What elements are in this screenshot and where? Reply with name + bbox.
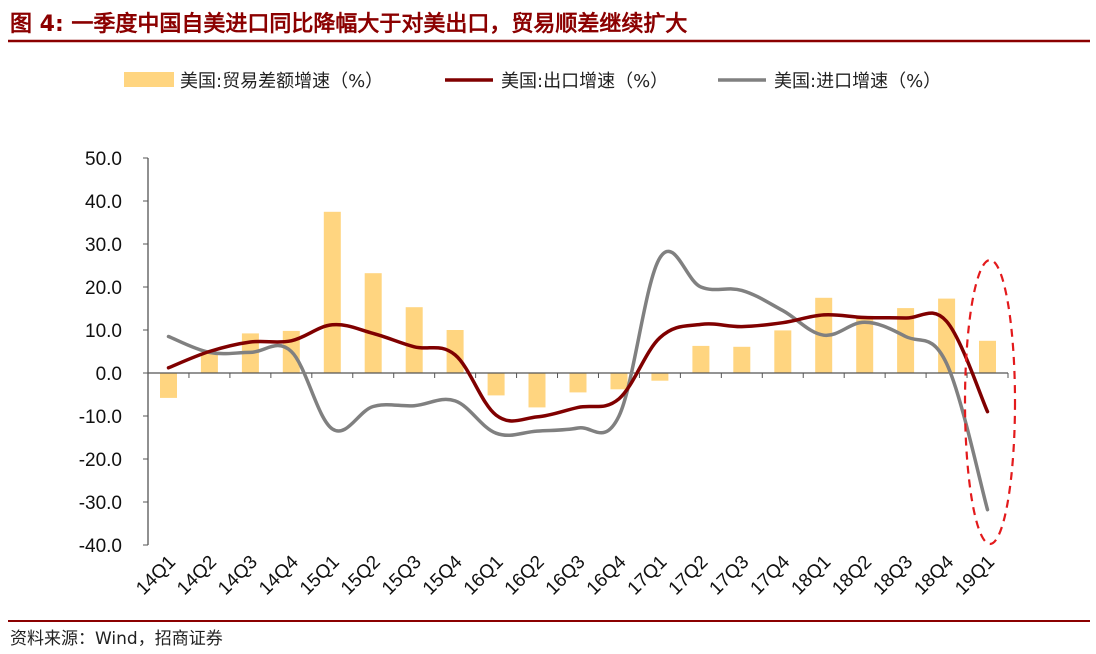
bar-17Q4 bbox=[774, 330, 792, 373]
series-line-exports bbox=[166, 311, 990, 423]
source-note: 资料来源：Wind，招商证券 bbox=[10, 629, 223, 649]
bar-16Q3 bbox=[569, 373, 587, 393]
bar-16Q4 bbox=[610, 373, 628, 390]
x-tick-label: 16Q4 bbox=[583, 551, 631, 599]
y-axis-ticks: 50.0 40.0 30.0 20.0 10.0 0.0 -10.0 -20.0 -30.0 -4… bbox=[79, 149, 148, 557]
y-tick-label: 20.0 bbox=[85, 278, 122, 299]
x-tick-label: 18Q2 bbox=[828, 552, 876, 600]
x-tick-label: 16Q3 bbox=[542, 552, 590, 600]
x-tick-label: 17Q3 bbox=[706, 552, 754, 600]
y-tick-label: 50.0 bbox=[85, 149, 122, 170]
bar-16Q1 bbox=[487, 373, 505, 396]
bar-17Q3 bbox=[733, 346, 751, 373]
bar-17Q2 bbox=[692, 345, 710, 373]
legend-label: 美国:出口增速（%） bbox=[501, 71, 668, 92]
bar-15Q4 bbox=[446, 330, 464, 373]
x-tick-label: 14Q2 bbox=[173, 552, 221, 600]
series-line-imports bbox=[166, 249, 990, 512]
x-tick-label: 18Q1 bbox=[788, 552, 836, 600]
y-tick-label: 0.0 bbox=[96, 364, 122, 385]
bar-series bbox=[160, 211, 996, 408]
legend: 美国:贸易差额增速（%） 美国:出口增速（%） 美国:进口增速（%） bbox=[124, 71, 941, 92]
bar-19Q1 bbox=[979, 340, 996, 374]
y-tick-label: -10.0 bbox=[79, 407, 122, 428]
bar-17Q1 bbox=[651, 373, 669, 381]
x-tick-label: 14Q4 bbox=[255, 551, 303, 599]
x-tick-label: 17Q4 bbox=[747, 551, 795, 599]
bar-15Q1 bbox=[323, 211, 341, 374]
y-tick-label: 10.0 bbox=[85, 321, 122, 342]
x-tick-label: 15Q1 bbox=[296, 552, 344, 600]
line-series bbox=[166, 249, 990, 512]
x-tick-label: 14Q3 bbox=[214, 552, 262, 600]
x-tick-label: 18Q3 bbox=[869, 552, 917, 600]
x-tick-label: 19Q1 bbox=[951, 552, 999, 600]
bar-18Q3 bbox=[897, 308, 915, 373]
bar-15Q3 bbox=[405, 307, 423, 373]
highlight-ellipse bbox=[963, 258, 1017, 546]
bar-18Q2 bbox=[856, 317, 874, 373]
x-tick-label: 15Q4 bbox=[419, 551, 467, 599]
bar-16Q2 bbox=[528, 373, 546, 408]
x-tick-label: 17Q2 bbox=[665, 552, 713, 600]
bar-15Q2 bbox=[364, 273, 382, 373]
figure-title: 图 4: 一季度中国自美进口同比降幅大于对美出口，贸易顺差继续扩大 bbox=[10, 11, 687, 37]
plot-area: 50.0 40.0 30.0 20.0 10.0 0.0 -10.0 -20.0 -30.0 -4… bbox=[79, 149, 1009, 599]
x-tick-label: 15Q2 bbox=[337, 552, 385, 600]
y-tick-label: 30.0 bbox=[85, 235, 122, 256]
x-tick-label: 15Q3 bbox=[378, 552, 426, 600]
y-tick-label: -30.0 bbox=[79, 493, 122, 514]
x-tick-label: 16Q2 bbox=[501, 552, 549, 600]
axes bbox=[147, 158, 1009, 545]
x-tick-label: 18Q4 bbox=[910, 551, 958, 599]
legend-label: 美国:贸易差额增速（%） bbox=[180, 71, 383, 92]
y-tick-label: 40.0 bbox=[85, 192, 122, 213]
bar-14Q2 bbox=[200, 353, 218, 373]
x-axis-ticks: 14Q114Q214Q314Q415Q115Q215Q315Q416Q116Q2… bbox=[132, 551, 999, 599]
y-tick-label: -20.0 bbox=[79, 450, 122, 471]
legend-swatch-bar bbox=[124, 72, 174, 87]
legend-label: 美国:进口增速（%） bbox=[774, 71, 941, 92]
x-tick-label: 17Q1 bbox=[624, 552, 672, 600]
x-tick-label: 16Q1 bbox=[460, 552, 508, 600]
x-tick-label: 14Q1 bbox=[132, 552, 180, 600]
y-tick-label: -40.0 bbox=[79, 536, 122, 557]
bar-14Q1 bbox=[160, 373, 177, 398]
